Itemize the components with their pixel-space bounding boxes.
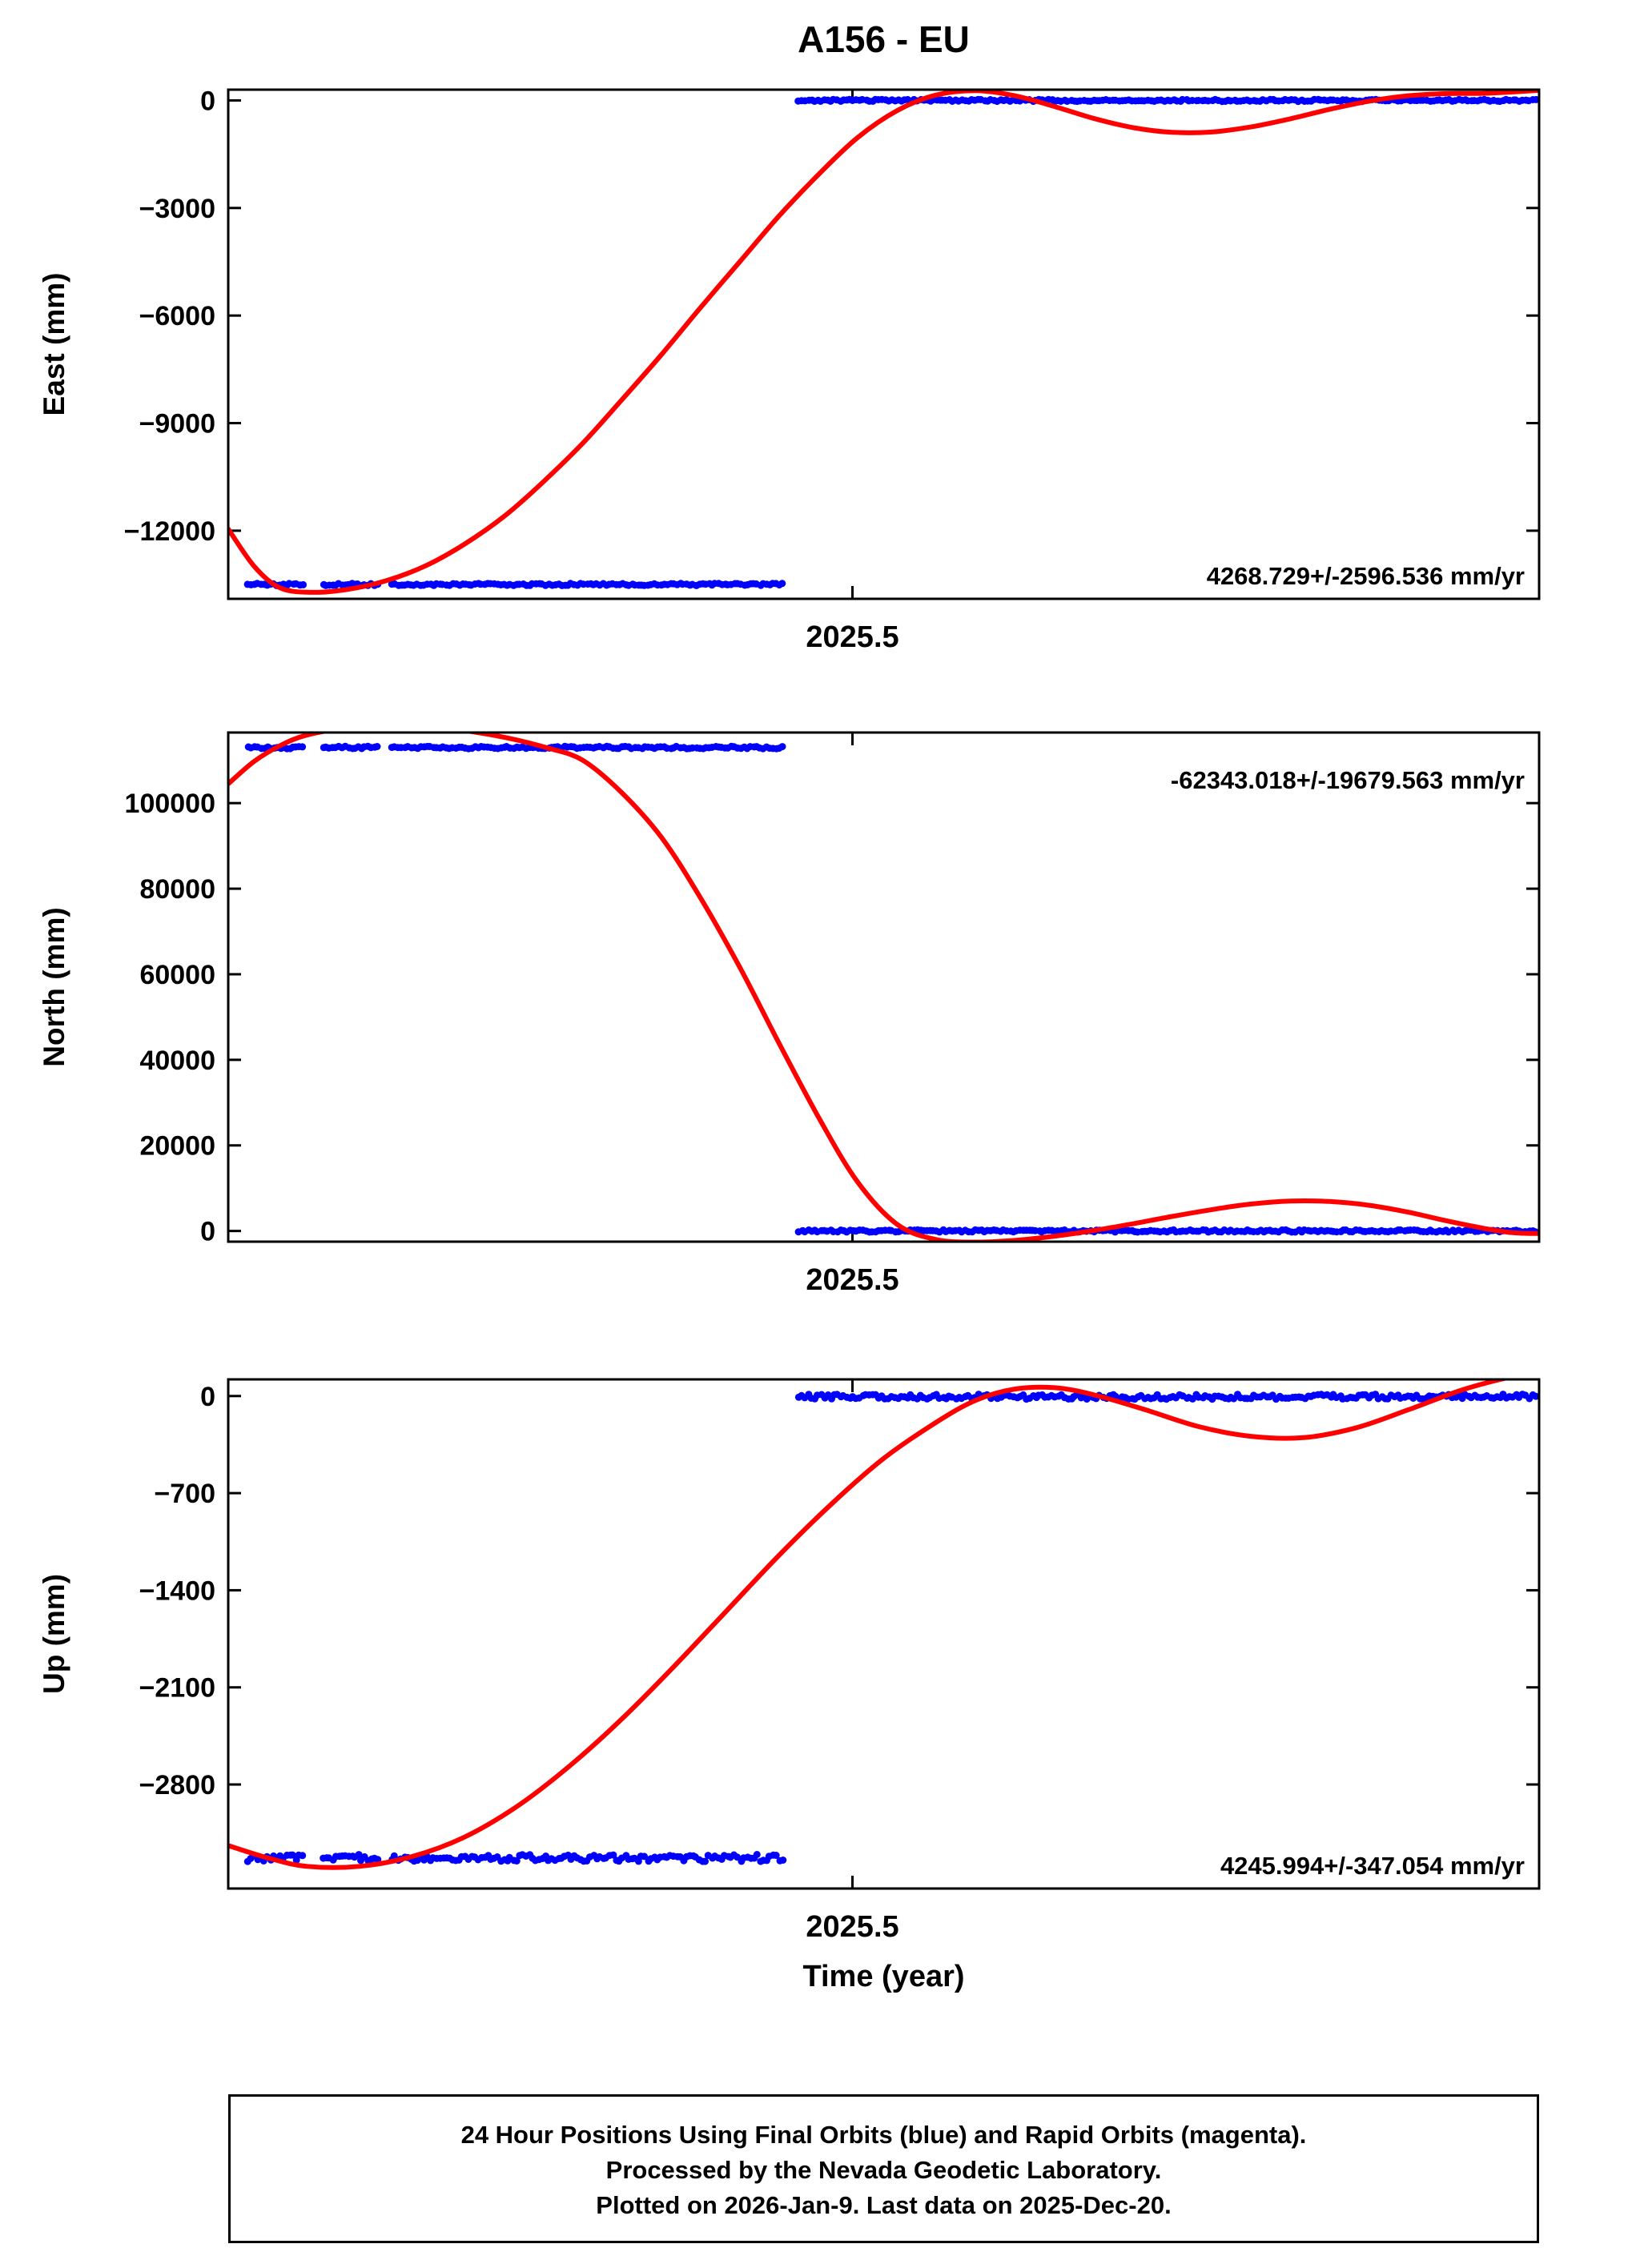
x-tick-label: 2025.5 — [806, 1263, 898, 1297]
y-tick-label: 0 — [200, 1382, 215, 1412]
north-y-axis-title: North (mm) — [38, 907, 70, 1066]
y-tick-label: −2800 — [139, 1770, 216, 1800]
data-point — [641, 1853, 649, 1861]
up-final-orbits-series — [243, 1391, 1539, 1865]
data-point — [772, 1852, 780, 1859]
east-model-curve-line — [228, 90, 1539, 595]
x-tick-label: 2025.5 — [806, 620, 898, 654]
data-point — [753, 1851, 761, 1858]
data-point — [779, 1857, 787, 1864]
x-axis-title: Time (year) — [802, 1960, 965, 1993]
east-plot-frame — [227, 88, 1541, 600]
data-point — [778, 743, 786, 751]
y-tick-label: −12000 — [124, 516, 215, 547]
up-plot-frame — [227, 1378, 1541, 1890]
data-point — [609, 1851, 617, 1859]
page-title: A156 - EU — [798, 18, 970, 60]
y-tick-label: −2100 — [139, 1673, 216, 1704]
y-tick-label: 60000 — [139, 960, 215, 990]
y-tick-label: 0 — [200, 86, 215, 116]
y-tick-label: 100000 — [125, 789, 215, 819]
east-y-axis-title: East (mm) — [38, 273, 70, 416]
data-point — [373, 743, 381, 750]
footer-note: 24 Hour Positions Using Final Orbits (bl… — [228, 2094, 1539, 2243]
y-tick-label: −3000 — [139, 194, 216, 224]
footer-line-lab: Processed by the Nevada Geodetic Laborat… — [605, 2156, 1162, 2184]
data-point — [299, 1852, 307, 1860]
data-point — [778, 580, 786, 588]
north-chart-panel: North (mm) 0 20000 40000 60000 80000 100000 202… — [38, 731, 1541, 1297]
north-final-orbits-series — [244, 742, 1539, 1236]
y-tick-label: 40000 — [139, 1046, 215, 1076]
footer-line-orbits: 24 Hour Positions Using Final Orbits (bl… — [460, 2121, 1307, 2149]
north-rate-annotation: -62343.018+/-19679.563 mm/yr — [1171, 766, 1525, 794]
y-tick-label: 0 — [200, 1217, 215, 1247]
up-model-curve-line — [228, 1379, 1511, 1870]
data-point — [1532, 1392, 1539, 1400]
east-final-orbits-series — [243, 95, 1539, 589]
data-point — [701, 1857, 709, 1865]
east-chart-panel: East (mm) 0 −3000 −6000 −9000 −12000 2025.5 426… — [38, 86, 1541, 654]
y-tick-label: −6000 — [139, 301, 216, 331]
north-model-curve-line — [228, 733, 1539, 1242]
x-tick-label: 2025.5 — [806, 1910, 898, 1944]
up-chart-panel: Up (mm) 0 −700 −1400 −2100 −2800 2025.5 4245.99… — [38, 1378, 1541, 1944]
y-tick-label: 20000 — [139, 1131, 215, 1162]
data-point — [513, 1857, 521, 1865]
y-tick-label: −9000 — [139, 409, 216, 440]
up-rate-annotation: 4245.994+/-347.054 mm/yr — [1220, 1852, 1525, 1880]
data-point — [1532, 95, 1539, 103]
data-point — [299, 580, 308, 588]
north-plot-frame — [227, 731, 1541, 1243]
data-point — [355, 1851, 363, 1859]
footer-line-dates: Plotted on 2026-Jan-9. Last data on 2025… — [596, 2191, 1172, 2219]
data-point — [288, 1851, 296, 1859]
y-tick-label: −700 — [154, 1479, 215, 1509]
up-y-axis-title: Up (mm) — [38, 1574, 70, 1694]
y-tick-label: 80000 — [139, 874, 215, 905]
east-rate-annotation: 4268.729+/-2596.536 mm/yr — [1207, 562, 1525, 590]
y-tick-label: −1400 — [139, 1576, 216, 1606]
data-point — [299, 743, 307, 751]
